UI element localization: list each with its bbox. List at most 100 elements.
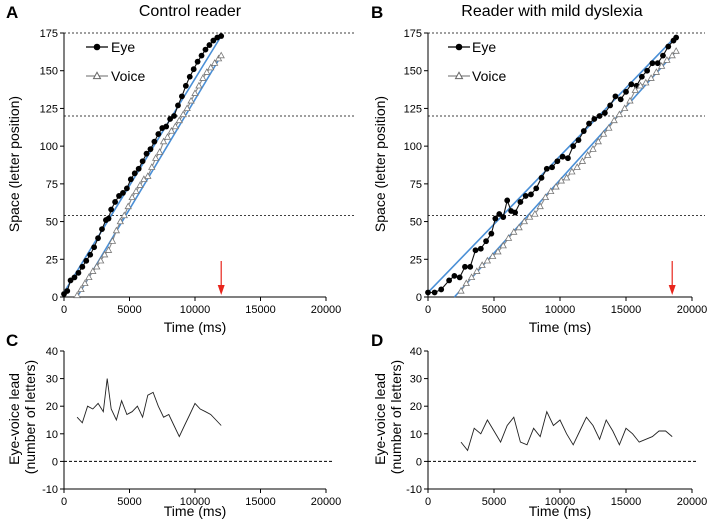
y-tick-label: 0 [52, 292, 58, 304]
eye-data-point [105, 215, 112, 222]
voice-data-point [573, 163, 581, 170]
voice-data-point [599, 130, 608, 137]
voice-data-point [663, 56, 671, 63]
voice-data-point [100, 250, 109, 258]
eye-regression-line [63, 35, 222, 293]
eye-data-point [477, 245, 484, 252]
eye-data-point [638, 73, 645, 80]
eye-data-point [446, 277, 453, 284]
end-of-reading-arrow-head [217, 285, 225, 295]
legend-eye-label: Eye [472, 39, 496, 55]
x-tick-label: 15000 [611, 496, 642, 508]
eye-data-point [175, 102, 181, 109]
eye-data-point [151, 138, 158, 145]
voice-data-point [89, 267, 97, 274]
eye-data-point [438, 286, 445, 293]
voice-data-point [108, 237, 117, 244]
eye-data-point [496, 211, 503, 217]
eye-data-point [623, 88, 629, 95]
y-tick-label: 30 [410, 374, 422, 386]
eye-data-point [198, 52, 205, 59]
eye-data-point [95, 235, 101, 242]
eye-data-point [99, 226, 105, 233]
x-tick-label: 10000 [180, 496, 211, 508]
y-axis-label: Eye-voice lead (number of letters) [372, 360, 404, 474]
eye-data-point [87, 251, 94, 258]
legend-voice-label: Voice [472, 68, 506, 84]
voice-data-point [136, 181, 144, 188]
eye-data-point [570, 143, 577, 150]
eye-data-point [580, 128, 587, 134]
eye-data-point [467, 263, 474, 270]
y-tick-label: 25 [46, 254, 58, 266]
eye-data-point [554, 158, 561, 165]
voice-data-point [462, 279, 470, 287]
voice-data-point [457, 286, 465, 294]
eye-data-point [612, 93, 619, 100]
y-tick-label: 30 [46, 374, 58, 386]
voice-data-point [642, 78, 650, 86]
voice-data-point [77, 285, 85, 293]
panel-label: A [6, 3, 18, 22]
voice-data-point [504, 234, 513, 241]
y-tick-label: 150 [404, 66, 422, 78]
y-axis-label-line-2: (number of letters) [22, 360, 38, 474]
eye-data-point [131, 170, 138, 177]
voice-data-point [93, 262, 101, 270]
voice-data-point [467, 273, 476, 280]
voice-data-point [568, 167, 576, 175]
voice-data-point [163, 133, 172, 140]
y-tick-label: 10 [410, 429, 422, 441]
eye-data-point [549, 164, 555, 171]
voice-data-point [536, 202, 544, 210]
y-axis-label-line-2: (number of letters) [388, 360, 404, 474]
eye-data-point [127, 176, 134, 183]
eye-data-point [91, 244, 98, 251]
eye-data-point [135, 165, 142, 172]
legend-eye-marker [455, 43, 463, 51]
eye-data-point [575, 137, 582, 144]
x-tick-label: 15000 [245, 496, 276, 508]
eye-data-point [75, 269, 82, 276]
voice-data-point [672, 47, 680, 54]
eye-data-point [528, 191, 534, 198]
voice-data-point [578, 157, 587, 164]
voice-data-point [187, 96, 195, 104]
panel-label: B [371, 3, 383, 22]
legend-voice-marker [454, 71, 464, 80]
eye-data-point [64, 288, 71, 294]
voice-data-point [584, 151, 592, 158]
eye-data-point [123, 185, 130, 192]
voice-data-point [626, 96, 634, 104]
legend-eye-marker [93, 43, 101, 51]
x-tick-label: 20000 [677, 304, 708, 316]
voice-data-point [494, 247, 502, 255]
eye-data-point [500, 214, 507, 220]
y-tick-label: -10 [406, 484, 422, 496]
voice-data-point [647, 74, 655, 81]
voice-data-point [175, 116, 183, 124]
voice-data-point [81, 279, 89, 287]
y-axis-label: Eye-voice lead (number of letters) [6, 360, 38, 474]
voice-data-point [621, 104, 629, 112]
voice-data-point [171, 122, 180, 130]
end-of-reading-arrow-head [668, 285, 676, 295]
eye-data-point [206, 42, 213, 48]
voice-data-point [531, 210, 539, 217]
eye-data-point [139, 158, 146, 165]
voice-data-point [128, 193, 136, 201]
y-tick-label: 40 [46, 346, 58, 358]
x-axis-label: Time (ms) [529, 503, 591, 519]
y-tick-label: 150 [40, 66, 58, 78]
eye-data-point [596, 113, 603, 119]
eye-data-point [601, 110, 608, 116]
x-tick-label: 0 [425, 496, 431, 508]
y-tick-label: 50 [410, 217, 422, 229]
y-tick-label: 75 [410, 179, 422, 191]
voice-data-point [132, 187, 140, 195]
eye-data-point [456, 274, 463, 281]
eye-data-point [425, 289, 431, 296]
eye-data-point [79, 263, 86, 270]
eye-voice-lead-series-line [76, 378, 222, 438]
